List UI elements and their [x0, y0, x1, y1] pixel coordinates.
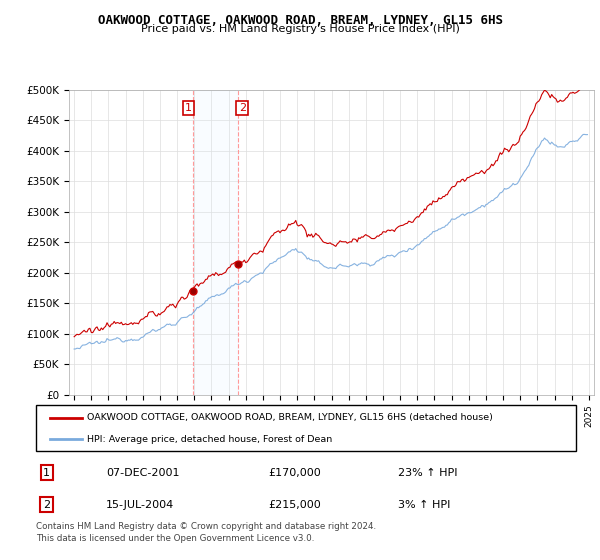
Text: 1: 1 — [185, 103, 192, 113]
Text: OAKWOOD COTTAGE, OAKWOOD ROAD, BREAM, LYDNEY, GL15 6HS: OAKWOOD COTTAGE, OAKWOOD ROAD, BREAM, LY… — [97, 14, 503, 27]
Text: 1: 1 — [43, 468, 50, 478]
Text: 2: 2 — [239, 103, 246, 113]
Text: 2: 2 — [43, 500, 50, 510]
Text: HPI: Average price, detached house, Forest of Dean: HPI: Average price, detached house, Fore… — [88, 435, 332, 444]
Text: 15-JUL-2004: 15-JUL-2004 — [106, 500, 175, 510]
Text: 07-DEC-2001: 07-DEC-2001 — [106, 468, 180, 478]
Bar — [193, 90, 238, 395]
Text: Contains HM Land Registry data © Crown copyright and database right 2024.
This d: Contains HM Land Registry data © Crown c… — [36, 522, 376, 543]
Text: 3% ↑ HPI: 3% ↑ HPI — [398, 500, 450, 510]
Text: OAKWOOD COTTAGE, OAKWOOD ROAD, BREAM, LYDNEY, GL15 6HS (detached house): OAKWOOD COTTAGE, OAKWOOD ROAD, BREAM, LY… — [88, 413, 493, 422]
Text: Price paid vs. HM Land Registry's House Price Index (HPI): Price paid vs. HM Land Registry's House … — [140, 24, 460, 34]
Text: 23% ↑ HPI: 23% ↑ HPI — [398, 468, 457, 478]
Text: £170,000: £170,000 — [268, 468, 321, 478]
Text: £215,000: £215,000 — [268, 500, 321, 510]
